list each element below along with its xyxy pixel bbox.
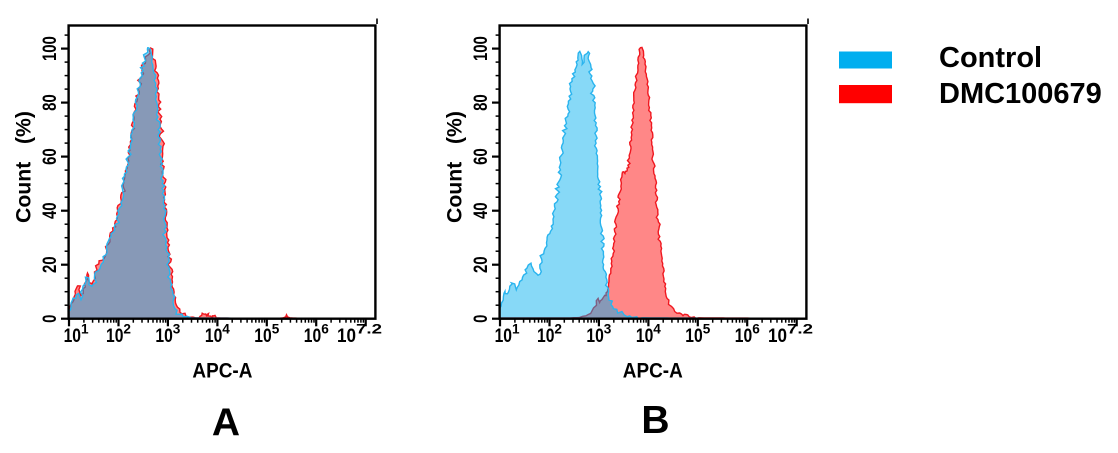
svg-text:101: 101 <box>495 322 520 348</box>
svg-text:APC-A: APC-A <box>623 360 683 383</box>
svg-text:105: 105 <box>254 322 279 348</box>
svg-text:Control: Control <box>939 42 1042 74</box>
svg-text:60: 60 <box>39 148 61 165</box>
svg-text:100: 100 <box>39 36 61 61</box>
svg-text:40: 40 <box>39 202 61 219</box>
svg-text:80: 80 <box>470 94 492 111</box>
svg-text:B: B <box>641 399 669 442</box>
svg-text:20: 20 <box>470 256 492 273</box>
svg-text:102: 102 <box>537 322 562 348</box>
svg-text:60: 60 <box>470 148 492 165</box>
svg-text:APC-A: APC-A <box>192 360 252 383</box>
svg-text:101: 101 <box>64 322 89 348</box>
svg-text:103: 103 <box>155 322 180 348</box>
svg-text:105: 105 <box>685 322 710 348</box>
svg-text:104: 104 <box>205 322 230 348</box>
svg-text:40: 40 <box>470 202 492 219</box>
svg-text:103: 103 <box>586 322 611 348</box>
svg-text:107.2: 107.2 <box>337 321 382 348</box>
svg-text:106: 106 <box>304 322 329 348</box>
svg-text:20: 20 <box>39 256 61 273</box>
svg-text:Count (%): Count (%) <box>11 111 35 223</box>
svg-text:A: A <box>212 402 240 445</box>
svg-text:0: 0 <box>470 315 492 323</box>
svg-text:106: 106 <box>735 322 760 348</box>
svg-text:80: 80 <box>39 94 61 111</box>
svg-text:102: 102 <box>106 322 131 348</box>
svg-text:0: 0 <box>39 315 61 323</box>
svg-text:104: 104 <box>636 322 661 348</box>
svg-text:100: 100 <box>470 36 492 61</box>
svg-text:Count (%): Count (%) <box>442 111 466 223</box>
svg-text:DMC100679: DMC100679 <box>939 78 1102 110</box>
svg-text:107.2: 107.2 <box>768 321 813 348</box>
